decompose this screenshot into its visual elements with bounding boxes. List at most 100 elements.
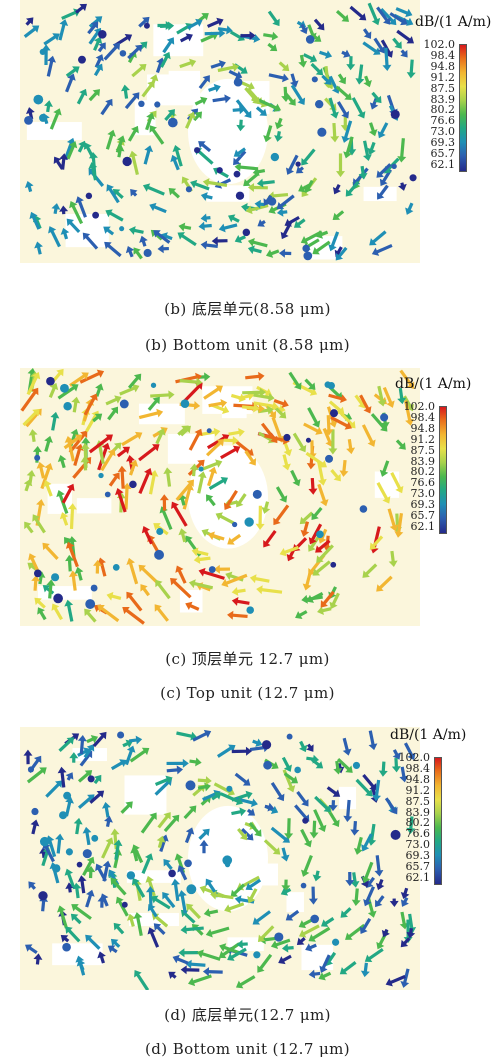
- field-arrow: [362, 41, 381, 55]
- field-arrow: [84, 608, 97, 623]
- field-dot: [194, 147, 201, 154]
- field-dot: [119, 226, 125, 232]
- caption-en-b: (b) Bottom unit (8.58 μm): [145, 336, 350, 354]
- field-arrow: [188, 579, 214, 590]
- field-arrow: [129, 747, 150, 763]
- field-arrow: [197, 471, 207, 494]
- field-arrow: [203, 908, 219, 918]
- field-arrow: [302, 53, 318, 63]
- field-dot: [126, 871, 136, 880]
- field-arrow: [124, 92, 140, 110]
- field-dot: [119, 50, 127, 57]
- field-dot: [263, 760, 272, 770]
- field-arrow: [103, 42, 121, 61]
- field-arrow: [399, 766, 409, 783]
- field-arrow: [93, 559, 103, 574]
- field-dot: [267, 197, 277, 206]
- field-arrow: [102, 860, 112, 882]
- field-arrow: [166, 765, 184, 775]
- field-arrow: [72, 882, 82, 899]
- field-arrow: [328, 231, 340, 252]
- field-arrow: [362, 28, 372, 39]
- field-arrow: [63, 434, 83, 450]
- field-arrow: [92, 731, 107, 748]
- field-dot: [184, 859, 192, 868]
- field-dot: [185, 186, 193, 193]
- field-arrow: [31, 575, 41, 591]
- field-arrow: [300, 521, 310, 537]
- field-arrow: [265, 249, 280, 258]
- field-arrow: [155, 579, 171, 600]
- field-dot: [310, 914, 320, 924]
- field-arrow: [156, 835, 166, 849]
- field-arrow: [394, 513, 404, 538]
- field-arrow: [247, 237, 268, 248]
- field-arrow: [363, 886, 375, 907]
- field-arrow: [140, 812, 157, 834]
- field-arrow: [335, 246, 348, 261]
- field-arrow: [232, 105, 246, 115]
- field-dot: [206, 428, 212, 434]
- structure-gap: [179, 589, 203, 613]
- field-arrow: [350, 872, 360, 888]
- field-arrow: [89, 790, 105, 804]
- field-arrow: [312, 240, 331, 255]
- field-arrow: [105, 209, 124, 222]
- field-arrow: [212, 94, 231, 104]
- field-arrow: [185, 959, 206, 969]
- field-arrow: [93, 36, 103, 51]
- field-dot: [121, 901, 128, 908]
- field-arrow: [207, 531, 225, 541]
- field-arrow: [130, 846, 139, 862]
- field-dot: [119, 399, 129, 409]
- field-dot: [325, 454, 334, 463]
- field-arrow: [154, 775, 173, 786]
- field-dot: [270, 152, 280, 162]
- field-arrow: [237, 828, 248, 841]
- field-arrow: [336, 757, 353, 773]
- field-dot: [226, 785, 233, 792]
- field-arrow: [203, 385, 223, 400]
- field-arrow: [159, 51, 171, 68]
- field-dot: [76, 861, 83, 868]
- field-arrow: [341, 49, 351, 58]
- field-arrow: [369, 97, 379, 110]
- field-arrow: [64, 436, 75, 462]
- field-arrow: [223, 436, 239, 446]
- field-arrow: [361, 833, 373, 852]
- field-arrow: [73, 443, 84, 466]
- field-dot: [409, 174, 417, 182]
- field-arrow: [200, 192, 213, 201]
- field-arrow: [148, 470, 159, 495]
- field-arrow: [170, 154, 180, 171]
- field-arrow: [378, 761, 388, 777]
- field-arrow: [273, 504, 290, 526]
- field-arrow: [298, 183, 311, 193]
- field-arrow: [65, 541, 79, 568]
- field-arrow: [263, 529, 277, 548]
- field-arrow: [263, 125, 273, 143]
- field-arrow: [88, 16, 103, 28]
- field-arrow: [253, 393, 275, 402]
- field-arrow: [375, 895, 385, 908]
- field-arrow: [150, 390, 175, 400]
- field-arrow: [405, 202, 414, 215]
- field-dot: [31, 807, 39, 816]
- field-arrow: [168, 188, 181, 199]
- field-arrow: [236, 119, 246, 132]
- field-arrow: [88, 434, 113, 454]
- field-dot: [302, 817, 309, 824]
- field-arrow: [110, 877, 127, 896]
- field-arrow: [281, 879, 291, 892]
- legend-unit-label: dB/(1 A/m): [390, 727, 467, 743]
- field-arrow: [223, 489, 238, 511]
- field-dot: [117, 731, 125, 739]
- field-arrow: [162, 37, 175, 54]
- field-arrow: [278, 248, 292, 258]
- field-arrow: [311, 758, 324, 769]
- field-arrow: [104, 241, 122, 258]
- field-arrow: [328, 400, 345, 415]
- field-arrow: [208, 398, 228, 408]
- field-arrow: [179, 425, 191, 437]
- field-arrow: [252, 738, 263, 747]
